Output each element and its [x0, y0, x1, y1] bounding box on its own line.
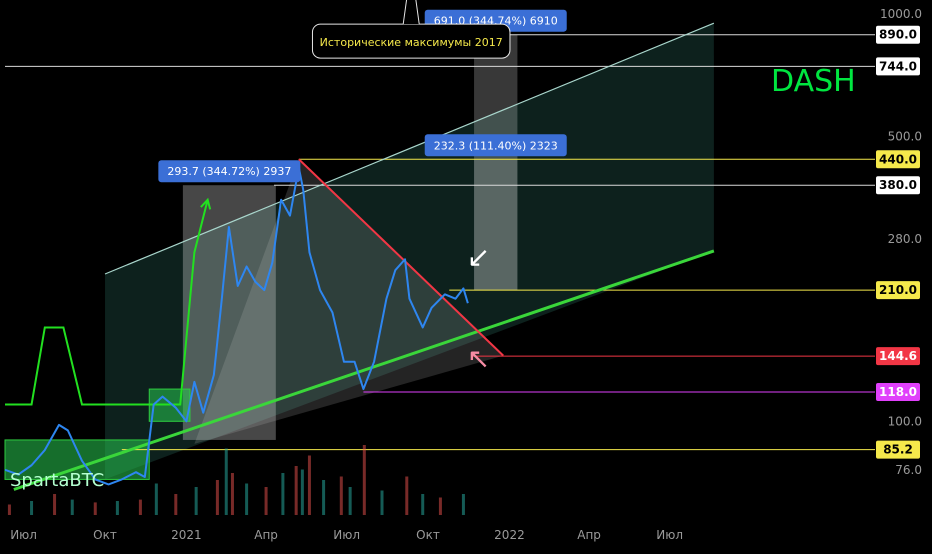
volume-bar — [93, 502, 97, 515]
volume-bar — [194, 487, 198, 515]
level-tag-bg — [876, 281, 920, 300]
x-tick-label-7: Апр — [577, 528, 601, 542]
green-box-0 — [4, 439, 150, 480]
level-tag-5: 210.0 — [876, 281, 920, 300]
level-tag-bg — [876, 383, 920, 402]
volume-bar — [215, 480, 219, 515]
channel-lower-line — [13, 249, 715, 491]
x-tick-label-2: 2021 — [171, 528, 202, 542]
volume-bar — [138, 499, 142, 515]
x-tick-label-8: Июл — [656, 528, 683, 542]
green-curve-arrowhead — [200, 197, 212, 210]
volume-bar — [348, 487, 352, 515]
level-tag-8: 85.2 — [876, 440, 920, 459]
volume-bar — [380, 490, 384, 515]
volume-bar — [30, 501, 34, 515]
measure-label-bg — [424, 134, 567, 157]
volume-bar — [7, 504, 11, 515]
level-tag-bg — [876, 347, 920, 366]
volume-bar — [154, 483, 158, 515]
level-tag-text: 118.0 — [879, 385, 917, 399]
level-tag-bg — [876, 57, 920, 76]
level-tag-text: 144.6 — [879, 349, 917, 363]
level-tag-text: 380.0 — [879, 178, 917, 192]
y-tick-label-4: 100.0 — [888, 414, 922, 428]
volume-bar — [300, 469, 304, 515]
green-curve — [5, 199, 209, 406]
x-tick-label-0: Июл — [10, 528, 37, 542]
volume-bar — [294, 466, 298, 515]
callout-text: Исторические максимумы 2017 — [320, 36, 503, 49]
level-tag-1: 890.0 — [876, 25, 920, 44]
measure-label-2: 232.3 (111.40%) 2323 — [424, 134, 567, 157]
volume-bar — [264, 487, 268, 515]
callout-pointer — [402, 0, 420, 25]
annotation-callout: Исторические максимумы 2017 — [311, 0, 511, 59]
volume-bar — [245, 483, 249, 515]
level-tag-7: 118.0 — [876, 383, 920, 402]
annotation-arrow-1: ↙ — [467, 240, 490, 273]
y-tick-label-5: 76.0 — [895, 463, 922, 477]
volume-bar — [174, 494, 178, 515]
level-tag-bg — [876, 150, 920, 169]
volume-bar — [53, 494, 57, 515]
volume-bar — [405, 476, 409, 515]
level-tag-text: 440.0 — [879, 152, 917, 166]
channel-upper-line — [104, 22, 715, 275]
watermark-label: SpartaBTC — [10, 470, 105, 491]
level-tag-4: 380.0 — [876, 176, 920, 195]
level-tag-text: 890.0 — [879, 28, 917, 42]
level-tag-text: 85.2 — [883, 443, 913, 457]
level-tag-bg — [876, 440, 920, 459]
volume-bar — [70, 499, 74, 515]
measure-label-text: 293.7 (344.72%) 2937 — [167, 165, 291, 178]
level-tag-text: 210.0 — [879, 283, 917, 297]
annotation-arrow-2: ↖ — [467, 342, 490, 375]
level-tag-bg — [876, 176, 920, 195]
resistance-line — [298, 158, 504, 357]
triangle-fill — [194, 159, 504, 444]
measure-box-1 — [474, 34, 518, 291]
measure-label-text: 232.3 (111.40%) 2323 — [434, 139, 558, 152]
measure-label-0: 293.7 (344.72%) 2937 — [158, 160, 301, 183]
volume-bar — [421, 494, 425, 515]
volume-bar — [339, 476, 343, 515]
volume-bar — [461, 494, 465, 515]
y-tick-label-1: 1000.0 — [880, 7, 922, 21]
volume-bar — [362, 445, 366, 515]
volume-bar — [115, 501, 119, 515]
x-tick-label-6: 2022 — [494, 528, 525, 542]
measure-label-bg — [158, 160, 301, 183]
y-tick-label-2: 500.0 — [888, 130, 922, 144]
level-tag-2: 744.0 — [876, 57, 920, 76]
x-tick-label-3: Апр — [254, 528, 278, 542]
symbol-label: DASH — [771, 64, 856, 99]
measure-box-2 — [474, 159, 518, 291]
volume-bar — [230, 473, 234, 515]
level-tag-6: 144.6 — [876, 347, 920, 366]
y-tick-label-3: 280.0 — [888, 232, 922, 246]
volume-bar — [322, 480, 326, 515]
x-tick-label-4: Июл — [333, 528, 360, 542]
volume-bar — [307, 455, 311, 515]
price-line — [4, 166, 469, 486]
level-tag-bg — [876, 25, 920, 44]
volume-bar — [224, 448, 228, 515]
level-tag-3: 440.0 — [876, 150, 920, 169]
level-tag-text: 744.0 — [879, 59, 917, 73]
x-tick-label-5: Окт — [416, 528, 440, 542]
volume-bar — [281, 473, 285, 515]
volume-bar — [438, 497, 442, 515]
x-tick-label-1: Окт — [93, 528, 117, 542]
